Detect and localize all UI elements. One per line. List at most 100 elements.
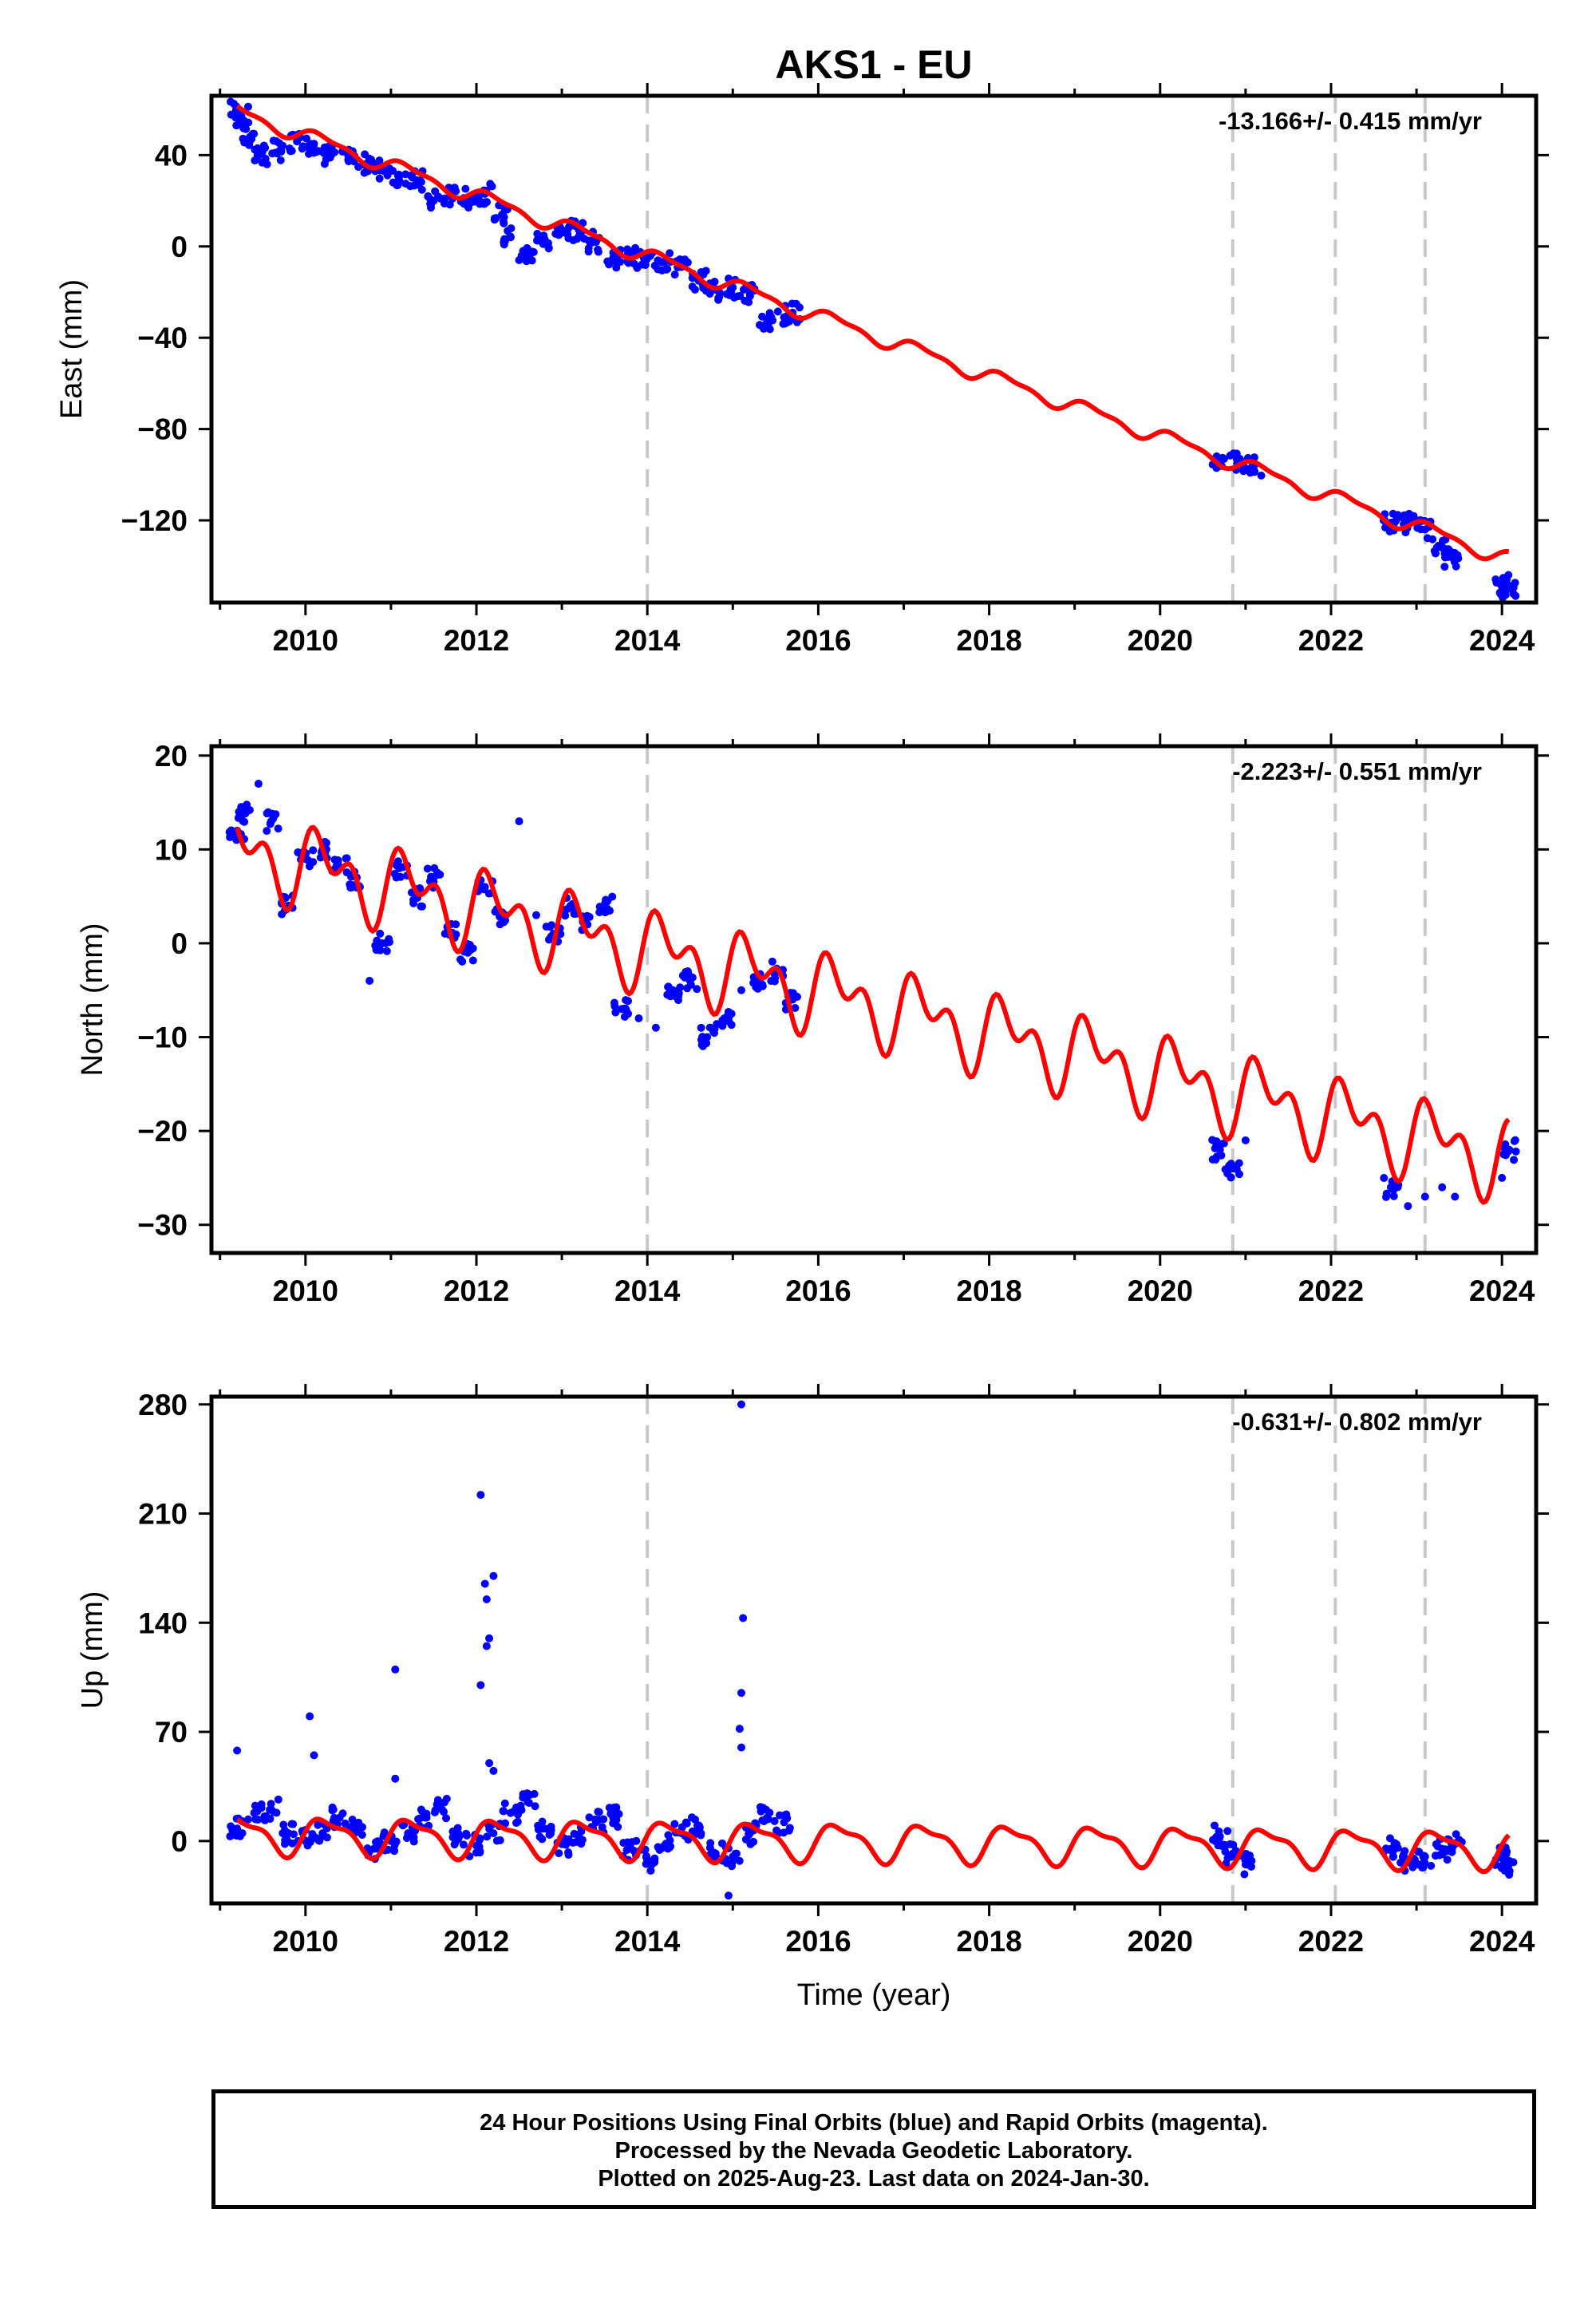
- observation-point: [1510, 1156, 1519, 1164]
- observation-point: [253, 1804, 262, 1813]
- observation-points: [226, 1400, 1518, 1900]
- observation-point: [1392, 1840, 1400, 1848]
- observation-point: [306, 1712, 314, 1721]
- observation-point: [489, 1571, 498, 1580]
- x-tick-label: 2016: [785, 1275, 851, 1307]
- observation-point: [724, 290, 733, 299]
- observation-point: [397, 872, 405, 881]
- observation-point: [1420, 1192, 1429, 1201]
- observation-point: [492, 214, 500, 223]
- observation-point: [417, 1805, 425, 1814]
- observation-point: [609, 1819, 618, 1828]
- observation-point: [1210, 1821, 1219, 1830]
- observation-point: [1240, 1870, 1249, 1879]
- observation-point: [724, 1891, 733, 1900]
- observation-point: [274, 824, 282, 833]
- observation-point: [365, 976, 374, 985]
- observation-point: [1227, 1160, 1235, 1168]
- observation-point: [1208, 1136, 1217, 1144]
- observation-point: [773, 307, 782, 316]
- observation-point: [314, 1820, 322, 1829]
- observation-point: [1250, 468, 1258, 476]
- observation-point: [294, 848, 302, 857]
- observation-point: [375, 156, 384, 165]
- observation-point: [741, 296, 749, 305]
- observation-point: [462, 1831, 471, 1840]
- observation-point: [475, 1843, 484, 1852]
- x-tick-label: 2022: [1298, 1925, 1364, 1958]
- observation-point: [1501, 591, 1510, 599]
- observation-point: [1440, 563, 1449, 571]
- observation-point: [442, 1794, 451, 1803]
- footer-line-3: Plotted on 2025-Aug-23. Last data on 202…: [598, 2166, 1150, 2192]
- observation-point: [1389, 1192, 1398, 1200]
- y-tick-label: 280: [138, 1389, 188, 1421]
- observation-point: [382, 947, 391, 955]
- observation-point: [476, 1681, 485, 1690]
- x-tick-label: 2016: [785, 624, 851, 657]
- observation-point: [705, 1844, 714, 1852]
- observation-point: [358, 1831, 366, 1840]
- y-tick-label: 0: [171, 927, 188, 960]
- observation-point: [1511, 591, 1520, 600]
- observation-point: [489, 1766, 498, 1775]
- observation-point: [650, 1856, 659, 1865]
- observation-point: [737, 1400, 745, 1409]
- observation-point: [1235, 1159, 1243, 1168]
- observation-point: [791, 1004, 800, 1013]
- observation-point: [1443, 1856, 1452, 1864]
- observation-point: [501, 1819, 510, 1828]
- observation-point: [1404, 509, 1413, 518]
- observation-point: [380, 1828, 389, 1837]
- observation-point: [757, 322, 766, 330]
- observation-point: [499, 217, 508, 226]
- observation-point: [310, 1751, 318, 1760]
- observation-point: [375, 174, 384, 183]
- observation-point: [476, 200, 484, 208]
- observation-point: [451, 1838, 460, 1847]
- observation-point: [452, 920, 460, 929]
- observation-point: [1214, 1841, 1223, 1850]
- observation-point: [728, 1862, 737, 1871]
- observation-point: [1215, 1827, 1223, 1836]
- observation-point: [254, 1815, 263, 1824]
- observation-point: [1498, 1173, 1507, 1182]
- observation-point: [603, 896, 612, 905]
- observation-point: [1413, 524, 1422, 532]
- observation-point: [651, 1023, 660, 1032]
- observation-point: [622, 996, 630, 1005]
- observation-point: [235, 1832, 244, 1840]
- observation-point: [308, 147, 317, 156]
- observation-point: [1219, 453, 1227, 462]
- observation-point: [385, 938, 393, 947]
- observation-point: [674, 992, 683, 1001]
- observation-point: [263, 827, 271, 836]
- y-tick-label: −30: [137, 1209, 188, 1242]
- model-fit-curve: [235, 104, 1510, 562]
- observation-point: [731, 1849, 740, 1858]
- observation-point: [735, 1725, 744, 1733]
- observation-point: [461, 184, 470, 193]
- observation-point: [226, 833, 235, 842]
- y-tick-label: 20: [155, 740, 188, 773]
- x-tick-label: 2012: [444, 624, 509, 657]
- observation-point: [274, 1795, 282, 1804]
- observation-point: [516, 1801, 525, 1810]
- observation-point: [1226, 451, 1235, 460]
- x-tick-label: 2018: [956, 624, 1021, 657]
- observation-point: [642, 1860, 650, 1868]
- observation-point: [485, 1759, 494, 1768]
- model-fit-curve: [235, 1816, 1511, 1875]
- observation-point: [1389, 1852, 1398, 1861]
- observation-point: [666, 249, 674, 258]
- observation-point: [1510, 1136, 1519, 1145]
- observation-point: [448, 1827, 457, 1836]
- x-tick-label: 2014: [614, 1925, 681, 1958]
- observation-point: [746, 1840, 755, 1848]
- velocity-rate-label: -13.166+/- 0.415 mm/yr: [1219, 107, 1482, 135]
- observation-point: [482, 1642, 491, 1650]
- observation-point: [372, 1838, 381, 1847]
- observation-point: [480, 1579, 489, 1588]
- x-tick-label: 2020: [1128, 624, 1193, 657]
- observation-point: [266, 1815, 275, 1824]
